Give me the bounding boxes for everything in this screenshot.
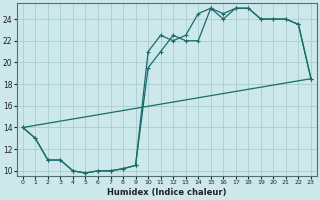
- X-axis label: Humidex (Indice chaleur): Humidex (Indice chaleur): [107, 188, 227, 197]
